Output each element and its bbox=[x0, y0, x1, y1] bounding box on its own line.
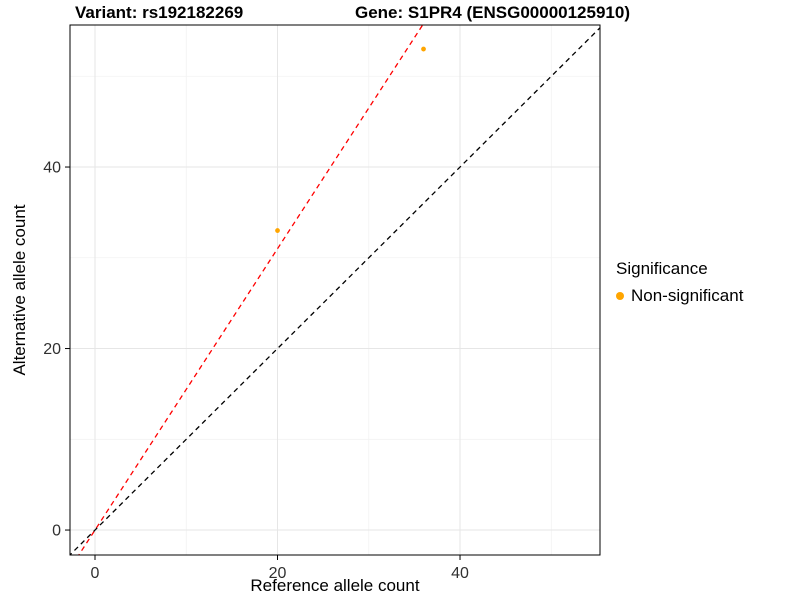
y-tick-label: 0 bbox=[52, 523, 61, 540]
x-tick-label: 40 bbox=[451, 565, 469, 582]
data-point bbox=[421, 46, 426, 52]
plot-title-variant: Variant: rs192182269 bbox=[75, 3, 244, 22]
x-tick-label: 20 bbox=[269, 565, 287, 582]
gridlines-major bbox=[70, 25, 600, 555]
x-axis-label: Reference allele count bbox=[250, 576, 420, 595]
legend: Significance Non-significant bbox=[616, 259, 743, 306]
y-axis-label: Alternative allele count bbox=[10, 204, 29, 376]
legend-item: Non-significant bbox=[616, 286, 743, 306]
data-point bbox=[275, 228, 280, 233]
legend-item-label: Non-significant bbox=[631, 286, 744, 305]
y-tick-label: 20 bbox=[43, 341, 61, 358]
x-tick-label: 0 bbox=[91, 565, 100, 582]
panel-border bbox=[69, 24, 601, 556]
legend-point-icon bbox=[616, 292, 624, 300]
identity-line bbox=[70, 26, 600, 555]
gridlines-minor bbox=[70, 25, 600, 555]
panel-background bbox=[70, 25, 600, 555]
plot-title-gene: Gene: S1PR4 (ENSG00000125910) bbox=[355, 3, 630, 22]
y-tick-label: 40 bbox=[43, 160, 61, 177]
legend-title: Significance bbox=[616, 259, 708, 278]
fit-line bbox=[78, 25, 424, 555]
